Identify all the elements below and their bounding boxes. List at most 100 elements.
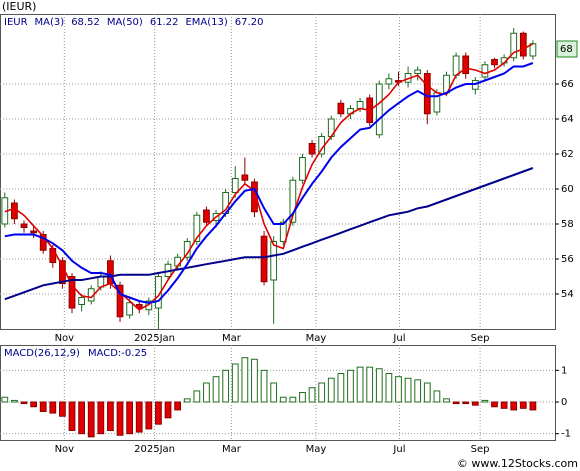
candle-body (452, 55, 460, 76)
macd-bar (241, 357, 249, 403)
macd-bar (318, 382, 326, 403)
macd-bar (366, 366, 374, 403)
footer: © www.12Stocks.com (457, 457, 578, 470)
y-tick-label: 56 (561, 254, 574, 265)
x-tick-label: 2025Jan (134, 444, 175, 455)
macd-bar (20, 401, 28, 405)
candle-body (59, 260, 66, 284)
candle-body (375, 83, 383, 136)
legend-label: EMA(13) (185, 17, 227, 28)
y-tick-label: 64 (561, 114, 574, 125)
y-tick-label: 66 (561, 79, 574, 90)
candle-body (462, 55, 470, 74)
price-tag-box (556, 40, 578, 58)
candle-body (289, 179, 297, 223)
panel-frame (0, 345, 556, 441)
macd-bar (1, 396, 9, 403)
macd-bar (491, 401, 498, 408)
macd-bar (135, 401, 143, 433)
x-tick-label: Mar (222, 444, 242, 455)
macd-bar (529, 401, 537, 411)
legend-label: MACD:-0.25 (88, 348, 147, 359)
macd-bar (87, 401, 95, 438)
legend-value: 68.52 (71, 17, 100, 28)
macd-bar (308, 387, 316, 403)
y-tick-label: 62 (561, 149, 574, 160)
candle-body (203, 209, 210, 223)
macd-bar (222, 369, 230, 403)
macd-bar (231, 363, 239, 403)
candle-body (270, 241, 278, 281)
macd-bar (289, 396, 297, 403)
x-tick-label: Sep (471, 333, 490, 344)
y-tick-label: -1 (561, 429, 571, 440)
macd-bar (481, 399, 489, 403)
macd-bar (107, 401, 114, 431)
candle-body (241, 174, 249, 181)
candle-body (260, 235, 268, 283)
macd-bar (49, 401, 57, 414)
macd-bar (347, 369, 354, 403)
macd-bar (212, 376, 220, 403)
macd-bar (279, 396, 287, 403)
macd-bar (433, 390, 441, 403)
macd-bar (174, 401, 182, 411)
panel-frame (0, 14, 556, 330)
candle-body (20, 223, 28, 228)
macd-bar (404, 377, 412, 403)
candle-body (193, 214, 201, 242)
macd-bar (203, 382, 210, 403)
candle-body (529, 43, 537, 57)
candle-body (308, 143, 316, 155)
candle-body (414, 69, 422, 74)
x-tick-label: Nov (55, 333, 75, 344)
y-tick-label: 1 (561, 365, 567, 376)
legend-value: 61.22 (150, 17, 179, 28)
macd-bar (116, 401, 124, 436)
candle-body (481, 64, 489, 78)
ma-line (4, 62, 534, 304)
legend-label: MA(50) (107, 17, 143, 28)
macd-bar (471, 401, 479, 406)
macd-bar (500, 401, 508, 409)
macd-bar (443, 398, 450, 403)
y-tick-label: 54 (561, 289, 574, 300)
candle-body (299, 157, 306, 181)
legend-value: 67.20 (235, 17, 264, 28)
macd-bar (11, 399, 18, 403)
macd-bar (126, 401, 134, 435)
y-tick-label: 58 (561, 219, 574, 230)
candle-body (337, 102, 345, 115)
macd-bar (164, 401, 172, 419)
chart-title: (IEUR) (2, 0, 36, 13)
macd-bar (251, 358, 258, 403)
macd-bar (423, 382, 431, 403)
macd-bar (395, 376, 402, 403)
legend-label: MA(3) (35, 17, 65, 28)
candle-body (11, 202, 18, 220)
candle-body (30, 230, 37, 234)
macd-bar (30, 401, 37, 408)
candle-body (116, 284, 124, 318)
macd-bar (97, 401, 105, 435)
macd-bar (68, 401, 76, 431)
macd-bar (183, 398, 191, 403)
candle-body (491, 59, 498, 66)
candle-body (231, 178, 239, 193)
macd-bar (327, 377, 335, 403)
macd-bar (78, 401, 85, 435)
ma-line (4, 167, 534, 301)
y-tick-label: 0 (561, 397, 567, 408)
y-tick-label: 60 (561, 184, 574, 195)
macd-bar (270, 382, 278, 403)
candle-body (519, 32, 527, 57)
x-tick-label: Jul (392, 333, 405, 344)
price-tag: 68 (560, 44, 573, 55)
candle-body (385, 78, 393, 85)
legend-label: MACD(26,12,9) (4, 348, 80, 359)
candle-body (68, 276, 76, 309)
x-tick-label: Sep (471, 444, 490, 455)
candle-body (423, 73, 431, 115)
